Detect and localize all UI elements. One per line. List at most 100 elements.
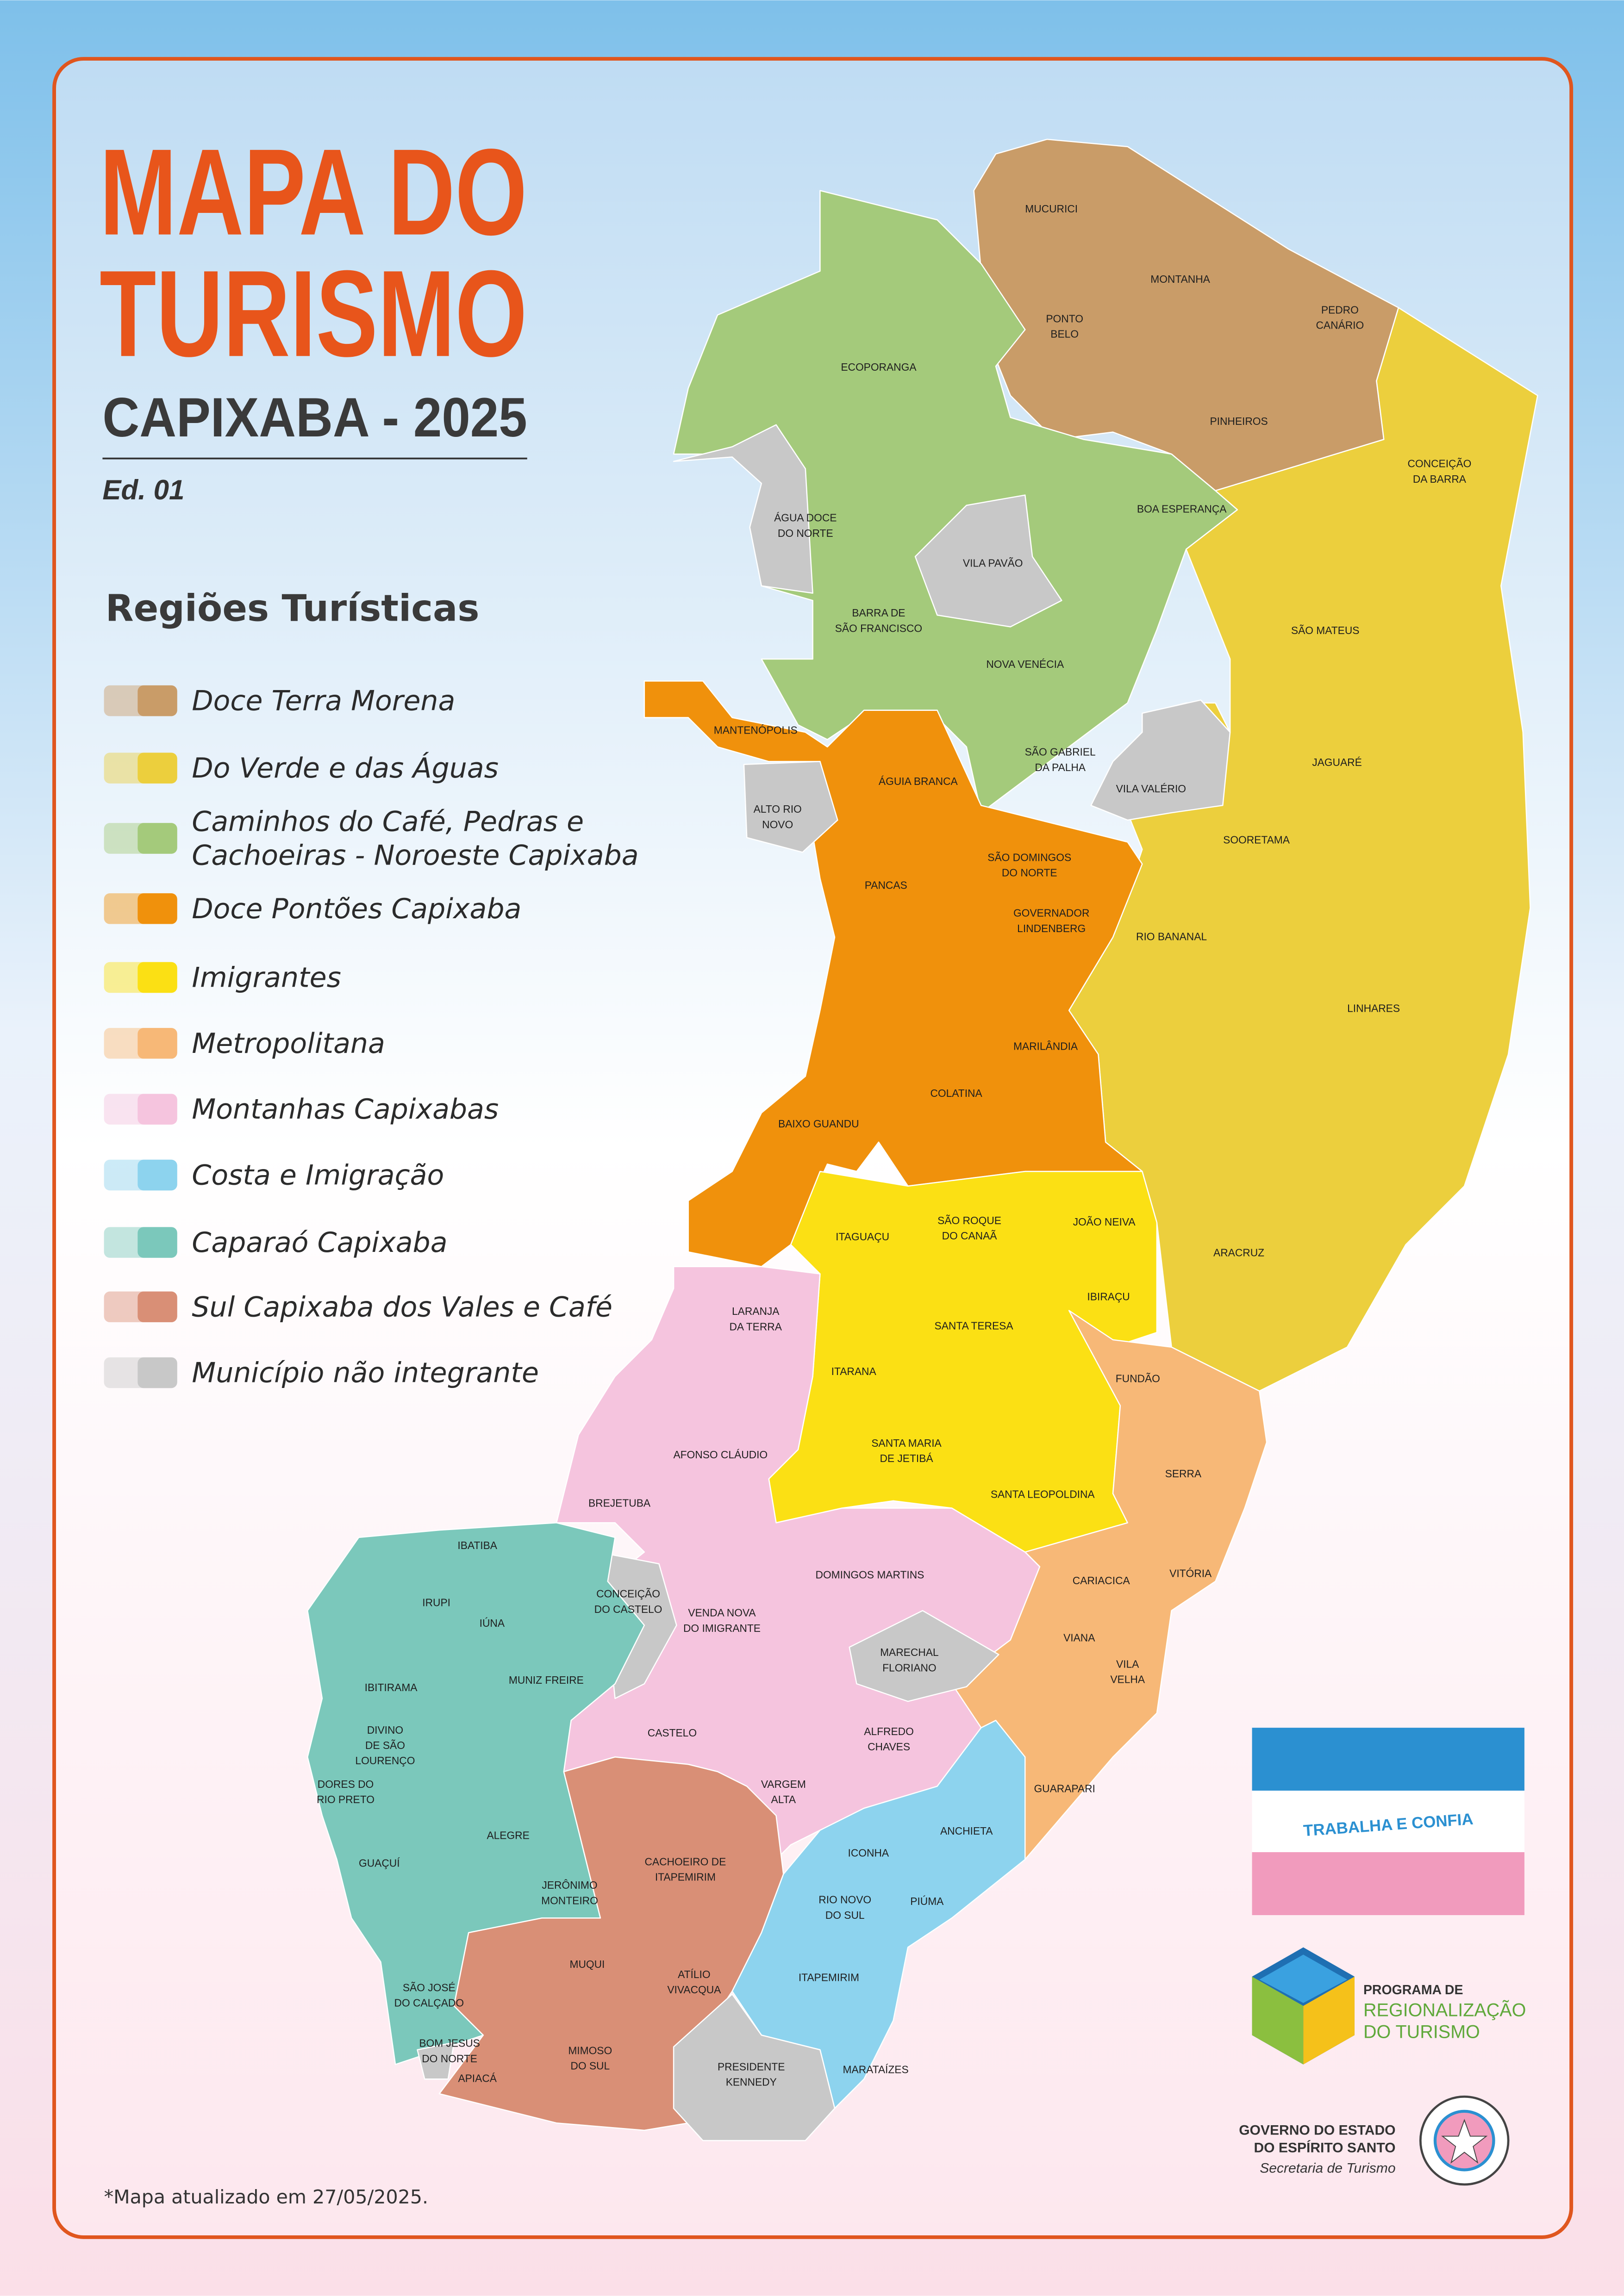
municipality-label-line: JERÔNIMO xyxy=(542,1879,597,1891)
municipality-label-line: PEDRO xyxy=(1321,304,1359,316)
municipality-label-line: PRESIDENTE xyxy=(718,2060,785,2072)
municipality-label: SANTA TERESA xyxy=(935,1320,1014,1332)
municipality-label: ANCHIETA xyxy=(940,1825,993,1837)
municipality-label: IBATIBA xyxy=(457,1539,497,1551)
municipality-label: JAGUARÉ xyxy=(1312,756,1362,768)
municipality-label-line: MANTENÓPOLIS xyxy=(714,724,798,736)
gov-text: Secretaria de Turismo xyxy=(1260,2161,1395,2176)
municipality-label-line: AFONSO CLÁUDIO xyxy=(673,1449,768,1461)
municipality-label-line: VELHA xyxy=(1110,1674,1145,1686)
municipality-label: SOORETAMA xyxy=(1223,834,1290,846)
municipality-label: MIMOSO DO SUL xyxy=(568,2045,612,2072)
municipality-label-line: VIVACQUA xyxy=(667,1984,721,1996)
municipality-label-line: SANTA LEOPOLDINA xyxy=(991,1488,1095,1500)
municipality-label: FUNDÃO xyxy=(1116,1373,1160,1385)
municipality-label-line: GUARAPARI xyxy=(1034,1782,1095,1794)
municipality-label: PIÚMA xyxy=(910,1895,944,1907)
municipality-label-line: MARECHAL xyxy=(880,1646,939,1658)
municipality-label: APIACÁ xyxy=(458,2072,497,2084)
municipality-label: ALTO RIO NOVO xyxy=(754,803,802,830)
municipality-label-line: DO NORTE xyxy=(1002,867,1057,879)
municipality-label-line: PIÚMA xyxy=(910,1895,944,1907)
municipality-label-line: CASTELO xyxy=(648,1727,697,1739)
municipality-label-line: IRUPI xyxy=(422,1597,450,1609)
municipality-label-line: CONCEIÇÃO xyxy=(596,1588,660,1600)
municipality-label: ATÍLIO VIVACQUA xyxy=(667,1968,721,1996)
municipality-label-line: SANTA TERESA xyxy=(935,1320,1014,1332)
legend-label: Cachoeiras - Noroeste Capixaba xyxy=(192,839,638,871)
municipality-label-line: LARANJA xyxy=(732,1305,780,1317)
municipality-label-line: GUAÇUÍ xyxy=(359,1857,400,1869)
flag-stripe xyxy=(1252,1728,1524,1791)
legend-label: Doce Pontões Capixaba xyxy=(192,893,521,925)
municipality-label-line: BAIXO GUANDU xyxy=(778,1118,859,1130)
municipality-label: LARANJA DA TERRA xyxy=(729,1305,782,1332)
municipality-label: SANTA MARIA DE JETIBÁ xyxy=(871,1437,942,1464)
municipality-label-line: DO CASTELO xyxy=(594,1603,662,1615)
municipality-label: ITAPEMIRIM xyxy=(799,1971,859,1983)
municipality-label: ÁGUA DOCE DO NORTE xyxy=(774,512,837,539)
region xyxy=(849,1610,999,1702)
municipality-label-line: COLATINA xyxy=(930,1087,982,1099)
municipality-label-line: MUQUI xyxy=(570,1958,605,1970)
municipality-label: PEDRO CANÁRIO xyxy=(1316,304,1364,331)
map xyxy=(307,138,1538,2141)
municipality-label-line: APIACÁ xyxy=(458,2072,497,2084)
municipality-label-line: LOURENÇO xyxy=(355,1755,415,1767)
municipality-label-line: SANTA MARIA xyxy=(871,1437,942,1449)
municipality-label: ECOPORANGA xyxy=(841,361,917,373)
title-line: MAPA DO xyxy=(100,124,527,261)
legend-swatch xyxy=(137,1291,177,1322)
municipality-label-line: CONCEIÇÃO xyxy=(1407,458,1471,470)
legend-swatch xyxy=(137,1094,177,1125)
municipality-label-line: VITÓRIA xyxy=(1169,1567,1212,1579)
municipality-label: MUNIZ FREIRE xyxy=(509,1674,584,1686)
municipality-label-line: IÚNA xyxy=(480,1617,505,1629)
municipality-label-line: ITARANA xyxy=(831,1365,877,1377)
municipality-label: ALFREDO CHAVES xyxy=(864,1725,914,1753)
legend-swatch xyxy=(137,1028,177,1059)
municipality-label-line: MONTANHA xyxy=(1150,273,1210,285)
logo-cube xyxy=(1303,1976,1355,2065)
gov-text: GOVERNO DO ESTADO xyxy=(1239,2123,1395,2138)
municipality-label: MARECHAL FLORIANO xyxy=(880,1646,939,1674)
flag-stripe xyxy=(1252,1791,1524,1854)
municipality-label-line: VARGEM xyxy=(761,1778,806,1790)
legend-swatch xyxy=(137,685,177,716)
logo-text: REGIONALIZAÇÃO xyxy=(1363,2000,1526,2020)
municipality-label-line: LINDENBERG xyxy=(1017,922,1086,934)
municipality-label: IÚNA xyxy=(480,1617,505,1629)
municipality-label: NOVA VENÉCIA xyxy=(986,658,1064,670)
municipality-label-line: ALEGRE xyxy=(487,1829,529,1842)
municipality-label-line: BOA ESPERANÇA xyxy=(1137,503,1227,515)
municipality-label-line: PANCAS xyxy=(865,879,907,891)
municipality-label: CASTELO xyxy=(648,1727,697,1739)
government-logo: GOVERNO DO ESTADO DO ESPÍRITO SANTO Secr… xyxy=(1239,2095,1510,2186)
municipality-label-line: VENDA NOVA xyxy=(688,1607,756,1619)
municipality-label-line: KENNEDY xyxy=(726,2076,777,2088)
municipality-label: PINHEIROS xyxy=(1210,415,1268,427)
region xyxy=(1090,699,1231,821)
municipality-label: CONCEIÇÃO DA BARRA xyxy=(1407,458,1471,485)
region xyxy=(673,424,813,594)
legend-swatch xyxy=(137,893,177,924)
municipality-label-line: ANCHIETA xyxy=(940,1825,993,1837)
municipality-label: JERÔNIMO MONTEIRO xyxy=(541,1879,598,1906)
region xyxy=(743,761,838,853)
municipality-label: GUAÇUÍ xyxy=(359,1857,400,1869)
municipality-label: COLATINA xyxy=(930,1087,982,1099)
municipality-label: IBITIRAMA xyxy=(365,1681,418,1693)
municipality-label: IRUPI xyxy=(422,1597,450,1609)
program-logo: PROGRAMA DE REGIONALIZAÇÃO DO TURISMO xyxy=(1252,1947,1526,2065)
logo-cube xyxy=(1259,1954,1348,2003)
legend: Doce Terra Morena Do Verde e das Águas Cam… xyxy=(104,685,639,1389)
municipality-label: ICONHA xyxy=(848,1847,889,1859)
municipality-label-line: VILA xyxy=(1116,1658,1139,1670)
municipality-label: ALEGRE xyxy=(487,1829,529,1842)
municipality-label-line: LINHARES xyxy=(1347,1002,1400,1014)
municipality-label: PANCAS xyxy=(865,879,907,891)
municipality-label: RIO BANANAL xyxy=(1136,930,1207,942)
legend-swatch xyxy=(137,1227,177,1258)
